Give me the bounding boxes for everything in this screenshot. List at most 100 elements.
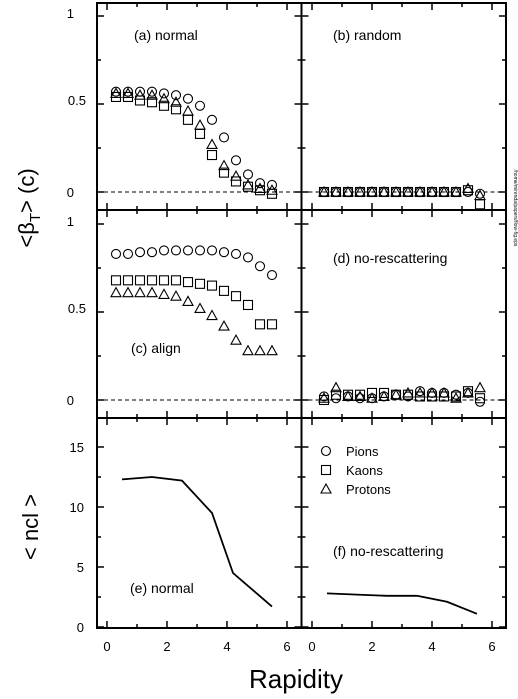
kaons-point	[206, 149, 218, 161]
legend: Pions Kaons Protons	[320, 444, 391, 497]
protons-point	[354, 390, 366, 402]
protons-point	[318, 185, 330, 197]
protons-point	[426, 386, 438, 398]
y-tick-label: 1	[67, 6, 74, 21]
kaons-point	[182, 114, 194, 125]
protons-point	[122, 87, 134, 98]
protons-point	[170, 96, 182, 107]
protons-point	[354, 185, 366, 197]
panel-label-e: (e) normal	[130, 580, 194, 596]
protons-point	[378, 390, 390, 402]
pions-point	[158, 245, 170, 256]
pions-point	[170, 245, 182, 256]
kaons-point	[170, 104, 182, 115]
x-tick-label: 2	[368, 639, 375, 654]
pions-point	[122, 248, 134, 259]
protons-point	[342, 390, 354, 402]
kaons-point	[134, 95, 146, 106]
kaons-point	[206, 280, 218, 291]
protons-point	[402, 386, 414, 398]
kaons-point	[230, 291, 242, 302]
y-tick-label: 1	[67, 214, 74, 229]
pions-point	[182, 245, 194, 256]
pions-point	[158, 88, 170, 99]
kaons-point	[402, 389, 414, 400]
y-tick-label: 0.5	[68, 93, 86, 108]
y-tick-label: 15	[70, 440, 84, 455]
kaons-point	[242, 299, 254, 311]
y-axis-title-beta-main: <β	[14, 222, 39, 248]
protons-point	[242, 344, 254, 356]
panel-label-c: (c) align	[131, 340, 181, 356]
protons-point	[342, 185, 354, 197]
pions-point	[194, 245, 206, 256]
y-tick-label: 0	[67, 393, 74, 408]
legend-kaons-label: Kaons	[346, 463, 383, 478]
protons-point	[378, 185, 390, 197]
x-ticks-right: 0 2 4 6	[308, 639, 495, 654]
kaons-point	[330, 389, 342, 400]
pions-point	[194, 100, 206, 111]
protons-point	[170, 290, 182, 301]
pions-point	[110, 248, 122, 259]
legend-protons-marker	[320, 482, 332, 494]
legend-pions-label: Pions	[346, 444, 379, 459]
protons-point	[266, 344, 278, 356]
y-axis-title-beta: <βT> (c)	[14, 168, 44, 247]
x-tick-label: 6	[488, 639, 495, 654]
pions-point	[122, 86, 134, 97]
protons-point	[194, 118, 206, 130]
panel-label-b: (b) random	[333, 27, 401, 43]
protons-point	[450, 185, 462, 197]
kaons-point	[354, 389, 366, 400]
protons-point	[110, 87, 122, 98]
protons-point	[206, 309, 218, 321]
protons-point	[158, 92, 170, 104]
protons-point	[438, 185, 450, 197]
kaons-point	[450, 391, 462, 402]
protons-point	[402, 185, 414, 197]
kaons-point	[254, 319, 266, 330]
protons-point	[134, 89, 146, 100]
kaons-point	[378, 387, 390, 399]
protons-point	[318, 392, 330, 403]
pions-point	[206, 245, 218, 256]
kaons-point	[158, 275, 170, 286]
kaons-point	[218, 285, 230, 296]
y-axis-title-ncl: < ncl >	[18, 494, 43, 560]
ncl-line-f	[326, 592, 478, 615]
kaons-point	[194, 128, 206, 139]
side-file-path: /home/mirenda/papers/flow-fig.eps	[512, 170, 518, 247]
x-tick-label: 2	[163, 639, 170, 654]
protons-point	[474, 381, 486, 393]
protons-point	[438, 386, 450, 398]
kaons-point	[342, 389, 354, 400]
pions-point	[146, 247, 158, 258]
pions-point	[230, 155, 242, 166]
pions-point	[218, 247, 230, 258]
x-tick-label: 0	[308, 639, 315, 654]
pions-point	[414, 386, 426, 397]
protons-point	[182, 104, 194, 116]
kaons-point	[266, 319, 278, 330]
legend-protons-label: Protons	[346, 482, 391, 497]
kaons-point	[146, 97, 158, 108]
protons-point	[242, 178, 254, 190]
kaons-point	[134, 275, 146, 286]
kaons-point	[462, 185, 474, 196]
pions-point	[218, 132, 230, 143]
protons-point	[426, 185, 438, 197]
protons-point	[366, 392, 378, 403]
kaons-point	[474, 199, 486, 210]
panel-label-f: (f) no-rescattering	[333, 543, 443, 559]
protons-point	[414, 386, 426, 398]
pions-point	[242, 169, 254, 180]
pions-point	[206, 114, 218, 125]
protons-point	[330, 381, 342, 393]
protons-point	[462, 386, 474, 398]
ncl-line-e	[121, 476, 273, 608]
kaons-point	[366, 387, 378, 399]
pions-point	[266, 269, 278, 281]
protons-point	[230, 334, 242, 345]
y-ticks-row-2: 0 0.5 1	[67, 214, 86, 408]
